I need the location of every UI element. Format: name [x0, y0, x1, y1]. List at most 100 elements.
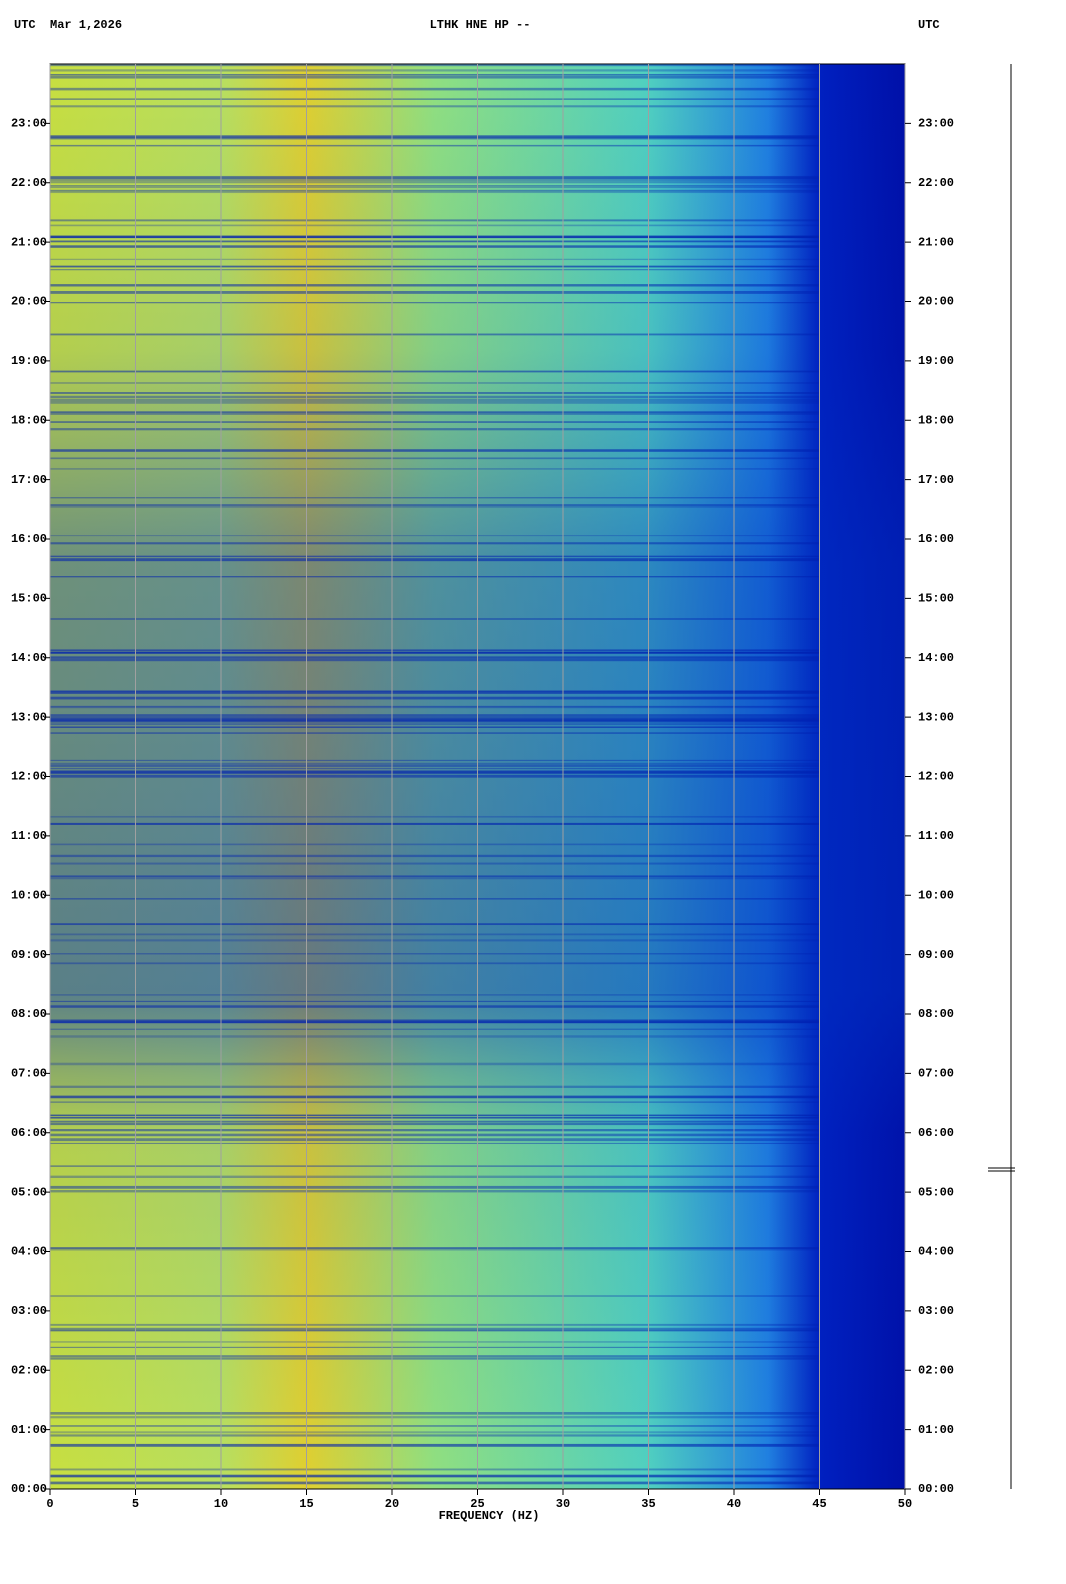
y-tick-label-right: 08:00	[918, 1007, 954, 1021]
noise-stripe	[50, 1329, 820, 1332]
y-tick-label: 21:00	[11, 235, 47, 249]
noise-stripe	[50, 1185, 820, 1189]
x-tick-label: 40	[727, 1497, 741, 1511]
noise-stripe	[50, 105, 820, 108]
noise-stripe	[50, 535, 820, 537]
y-tick-label: 22:00	[11, 176, 47, 190]
noise-stripe	[50, 1475, 820, 1478]
noise-stripe	[50, 421, 820, 423]
y-tick-label-right: 16:00	[918, 532, 954, 546]
noise-stripe	[50, 862, 820, 865]
noise-stripe	[50, 1138, 820, 1142]
noise-stripe	[50, 468, 820, 470]
y-tick-label-right: 11:00	[918, 829, 954, 843]
noise-stripe	[50, 1021, 820, 1024]
noise-stripe	[50, 497, 820, 499]
y-tick-label: 17:00	[11, 473, 47, 487]
noise-stripe	[50, 843, 820, 846]
noise-stripe	[50, 219, 820, 222]
y-tick-label-right: 23:00	[918, 117, 954, 131]
noise-stripe	[50, 1165, 820, 1167]
noise-stripe	[50, 1175, 820, 1178]
noise-stripe	[50, 962, 820, 965]
noise-stripe	[50, 401, 820, 404]
noise-stripe	[50, 696, 820, 700]
noise-stripe	[50, 1295, 820, 1297]
noise-stripe	[50, 876, 820, 880]
noise-stripe	[50, 692, 820, 694]
noise-stripe	[50, 1028, 820, 1030]
noise-stripe	[50, 73, 820, 76]
noise-stripe	[50, 191, 820, 194]
x-tick-label: 35	[641, 1497, 655, 1511]
noise-stripe	[50, 770, 820, 773]
y-tick-label-right: 15:00	[918, 592, 954, 606]
noise-stripe	[50, 542, 820, 545]
noise-stripe	[50, 428, 820, 431]
noise-stripe	[50, 76, 820, 79]
y-tick-label: 07:00	[11, 1067, 47, 1081]
noise-stripe	[50, 1431, 820, 1434]
noise-stripe	[50, 822, 820, 825]
noise-stripe	[50, 1247, 820, 1251]
y-tick-label: 09:00	[11, 948, 47, 962]
noise-stripe	[50, 1474, 820, 1477]
noise-stripe	[50, 1468, 820, 1471]
noise-stripe	[50, 504, 820, 506]
header-left: UTC Mar 1,2026	[14, 18, 122, 32]
noise-stripe	[50, 765, 820, 767]
noise-stripe	[50, 268, 820, 271]
noise-stripe	[50, 137, 820, 140]
noise-stripe	[50, 186, 820, 189]
y-tick-label: 16:00	[11, 532, 47, 546]
x-tick-label: 25	[470, 1497, 484, 1511]
x-axis-label: FREQUENCY (HZ)	[439, 1509, 540, 1523]
y-tick-label: 14:00	[11, 651, 47, 665]
noise-stripe	[50, 265, 820, 268]
y-tick-label: 19:00	[11, 354, 47, 368]
noise-stripe	[50, 558, 820, 562]
noise-stripe	[50, 177, 820, 181]
noise-stripe	[50, 1416, 820, 1419]
noise-stripe	[50, 815, 820, 818]
noise-stripe	[50, 1085, 820, 1088]
noise-stripe	[50, 1035, 820, 1038]
noise-stripes	[50, 64, 820, 1485]
y-tick-label-right: 05:00	[918, 1185, 954, 1199]
noise-stripe	[50, 258, 820, 261]
y-tick-label-right: 17:00	[918, 473, 954, 487]
noise-stripe	[50, 762, 820, 765]
noise-stripe	[50, 939, 820, 942]
y-tick-label: 18:00	[11, 413, 47, 427]
noise-stripe	[50, 1096, 820, 1099]
noise-stripe	[50, 1114, 820, 1117]
x-tick-label: 20	[385, 1497, 399, 1511]
noise-stripe	[50, 714, 820, 717]
x-tick-label: 15	[299, 1497, 313, 1511]
noise-stripe	[50, 411, 820, 413]
noise-stripe	[50, 649, 820, 651]
noise-stripe	[50, 449, 820, 452]
y-tick-label: 13:00	[11, 710, 47, 724]
noise-stripe	[50, 1247, 820, 1249]
noise-stripe	[50, 182, 820, 184]
noise-stripe	[50, 284, 820, 287]
noise-stripe	[50, 1120, 820, 1123]
noise-stripe	[50, 98, 820, 100]
noise-stripe	[50, 1412, 820, 1415]
x-tick-label: 45	[812, 1497, 826, 1511]
x-tick-label: 5	[132, 1497, 139, 1511]
noise-stripe	[50, 994, 820, 996]
noise-stripe	[50, 69, 820, 72]
noise-stripe	[50, 732, 820, 734]
noise-stripe	[50, 1323, 820, 1326]
y-tick-label-right: 20:00	[918, 295, 954, 309]
noise-stripe	[50, 144, 820, 147]
noise-stripe	[50, 175, 820, 179]
noise-stripe	[50, 651, 820, 654]
noise-stripe	[50, 1425, 820, 1427]
y-tick-label: 02:00	[11, 1363, 47, 1377]
noise-stripe	[50, 1434, 820, 1437]
y-tick-label-right: 12:00	[918, 770, 954, 784]
noise-stripe	[50, 235, 820, 239]
